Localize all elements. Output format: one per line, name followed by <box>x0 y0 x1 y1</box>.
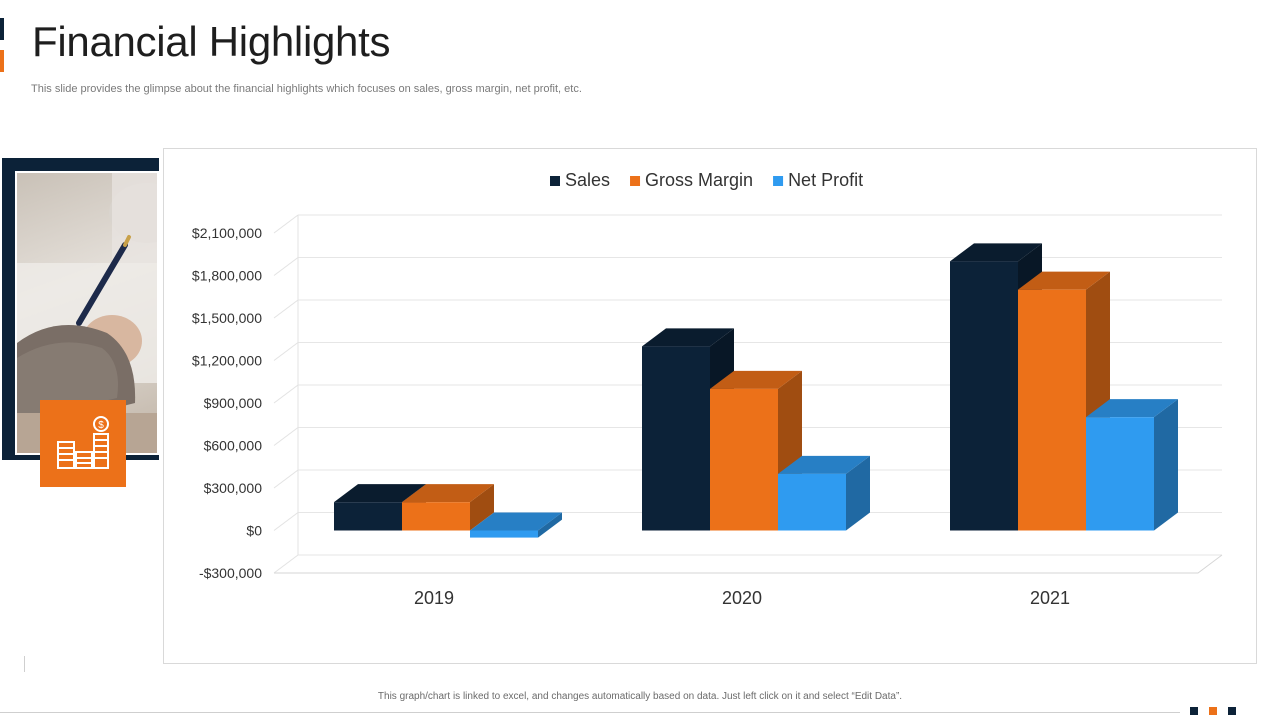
y-tick-label-0: -$300,000 <box>199 565 262 581</box>
bar-sales-2021 <box>950 261 1018 531</box>
grid-depth-8 <box>273 214 299 234</box>
footnote: This graph/chart is linked to excel, and… <box>377 691 903 702</box>
bar-top-gross-margin-2019 <box>402 484 494 503</box>
grid-depth-1 <box>273 512 299 531</box>
bar-top-sales-2021 <box>950 243 1042 262</box>
y-tick-label-7: $1,800,000 <box>192 268 262 284</box>
bar-side-net-profit-2021 <box>1154 399 1178 531</box>
bar-net-profit-2021 <box>1086 417 1154 531</box>
y-tick-label-6: $1,500,000 <box>192 310 262 326</box>
legend-swatch-net-profit <box>773 176 784 186</box>
footer-square-orange <box>1209 707 1217 715</box>
bar-top-gross-margin-2021 <box>1018 271 1110 290</box>
page-subtitle: This slide provides the glimpse about th… <box>31 83 582 95</box>
bar-sales-2019 <box>334 502 402 531</box>
bar-top-net-profit-2020 <box>778 455 870 474</box>
bar-top-sales-2019 <box>334 484 426 503</box>
x-tick-label-2019: 2019 <box>414 588 454 608</box>
bar-side-net-profit-2020 <box>846 455 870 531</box>
bar-gross-margin-2021 <box>1018 289 1086 531</box>
grid-depth-7 <box>273 257 299 276</box>
y-tick-label-3: $600,000 <box>204 438 263 454</box>
bar-side-gross-margin-2019 <box>470 484 494 531</box>
footer-square-navy <box>1190 707 1198 715</box>
bar-gross-margin-2020 <box>710 388 778 531</box>
accent-bar-orange <box>0 50 4 72</box>
growth-coins-icon: $ <box>40 400 126 487</box>
legend-label-gross-margin: Gross Margin <box>645 170 753 190</box>
grid-depth-2 <box>273 469 299 489</box>
bar-net-profit-2020 <box>778 473 846 531</box>
bar-side-net-profit-2019 <box>538 512 562 538</box>
y-tick-label-8: $2,100,000 <box>192 225 262 241</box>
bottom-rule <box>0 712 1180 713</box>
corner-tick <box>24 656 25 672</box>
bar-chart[interactable]: -$300,000 $0 $300,000 $600,000 $900,000 $1,20… <box>164 149 1258 665</box>
y-tick-label-5: $1,200,000 <box>192 353 262 369</box>
legend-label-sales: Sales <box>565 170 610 190</box>
y-tick-label-2: $300,000 <box>204 480 263 496</box>
y-tick-label-4: $900,000 <box>204 395 263 411</box>
x-tick-label-2020: 2020 <box>722 588 762 608</box>
grid-depth-0 <box>273 554 299 574</box>
footer-square-navy-2 <box>1228 707 1236 715</box>
bar-gross-margin-2019 <box>402 502 470 531</box>
chart-panel[interactable]: -$300,000 $0 $300,000 $600,000 $900,000 $1,20… <box>163 148 1257 664</box>
bar-top-net-profit-2021 <box>1086 399 1178 418</box>
bar-sales-2020 <box>642 346 710 531</box>
y-tick-label-1: $0 <box>246 523 262 539</box>
bar-top-sales-2020 <box>642 328 734 347</box>
grid-depth-3 <box>273 427 299 446</box>
accent-bar-navy <box>0 18 4 40</box>
grid-depth-5 <box>273 342 299 361</box>
bar-top-net-profit-2019 <box>470 512 562 531</box>
svg-text:$: $ <box>98 420 104 431</box>
floor-edge <box>274 554 1223 574</box>
grid-depth-4 <box>273 384 299 404</box>
grid-depth-6 <box>273 299 299 319</box>
page-title: Financial Highlights <box>32 18 391 65</box>
legend-swatch-gross-margin <box>630 176 641 186</box>
legend-swatch-sales <box>550 176 560 186</box>
x-tick-label-2021: 2021 <box>1030 588 1070 608</box>
bar-net-profit-2019 <box>470 530 538 538</box>
legend-label-net-profit: Net Profit <box>788 170 863 190</box>
bar-top-gross-margin-2020 <box>710 370 802 389</box>
